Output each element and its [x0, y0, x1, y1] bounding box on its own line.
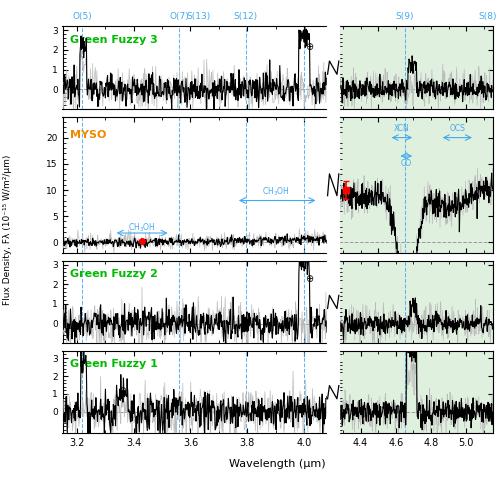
Text: O(5): O(5) — [72, 11, 92, 21]
Text: CH$_3$OH: CH$_3$OH — [262, 185, 289, 198]
Text: CO: CO — [400, 160, 412, 169]
Text: Green Fuzzy 2: Green Fuzzy 2 — [70, 269, 158, 279]
Text: Green Fuzzy 1: Green Fuzzy 1 — [70, 359, 158, 369]
Text: Wavelength (μm): Wavelength (μm) — [229, 459, 326, 469]
Text: S(13): S(13) — [187, 11, 211, 21]
Text: XCN: XCN — [394, 125, 410, 133]
Text: S(8): S(8) — [478, 11, 496, 21]
Text: $\oplus$: $\oplus$ — [118, 385, 127, 396]
Text: $\oplus$: $\oplus$ — [306, 273, 314, 284]
Text: OCS: OCS — [450, 125, 466, 133]
Text: MYSO: MYSO — [70, 130, 107, 140]
Text: CH$_3$OH: CH$_3$OH — [128, 221, 156, 234]
Text: O(7): O(7) — [169, 11, 189, 21]
Text: Green Fuzzy 3: Green Fuzzy 3 — [70, 34, 158, 45]
Text: $\oplus$: $\oplus$ — [306, 41, 314, 52]
Text: Flux Density, Fλ (10⁻¹⁵ W/m²/μm): Flux Density, Fλ (10⁻¹⁵ W/m²/μm) — [3, 155, 12, 305]
Text: S(9): S(9) — [396, 11, 414, 21]
Text: S(12): S(12) — [234, 11, 258, 21]
